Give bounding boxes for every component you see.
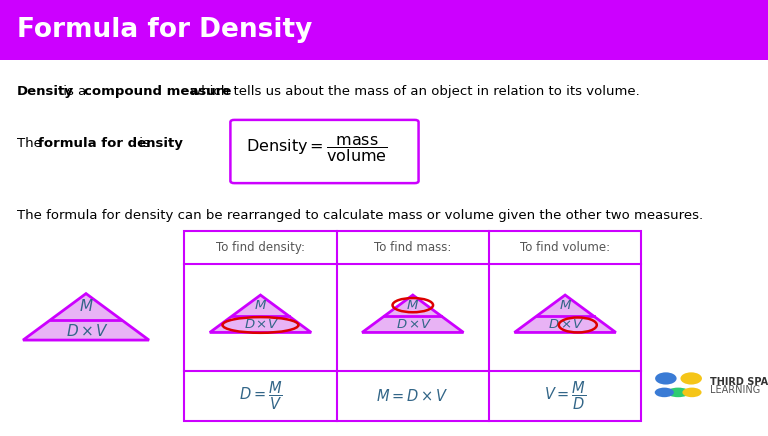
FancyBboxPatch shape: [230, 120, 419, 183]
Text: which tells us about the mass of an object in relation to its volume.: which tells us about the mass of an obje…: [186, 85, 640, 98]
Ellipse shape: [682, 388, 702, 397]
Text: is a: is a: [59, 85, 91, 98]
Circle shape: [655, 372, 677, 385]
Text: $D$: $D$: [548, 318, 560, 331]
Text: To find mass:: To find mass:: [374, 241, 452, 254]
Ellipse shape: [654, 388, 674, 397]
Text: $M = D \times V$: $M = D \times V$: [376, 388, 449, 404]
Text: $\times$: $\times$: [255, 318, 266, 331]
Text: $D$: $D$: [65, 323, 78, 339]
Text: $\times$: $\times$: [408, 318, 419, 331]
FancyBboxPatch shape: [184, 231, 641, 421]
Text: formula for density: formula for density: [38, 137, 184, 150]
Text: $D = \dfrac{M}{V}$: $D = \dfrac{M}{V}$: [239, 379, 283, 412]
Ellipse shape: [667, 388, 690, 397]
Text: $M$: $M$: [558, 299, 571, 312]
Text: LEARNING: LEARNING: [710, 385, 760, 395]
Text: $V$: $V$: [267, 318, 279, 331]
Text: compound measure: compound measure: [84, 85, 232, 98]
Circle shape: [680, 372, 702, 385]
Text: The formula for density can be rearranged to calculate mass or volume given the : The formula for density can be rearrange…: [17, 209, 703, 222]
Text: is: is: [135, 137, 150, 150]
Polygon shape: [23, 293, 149, 340]
Text: To find volume:: To find volume:: [520, 241, 611, 254]
Text: THIRD SPACE: THIRD SPACE: [710, 377, 768, 386]
Text: To find density:: To find density:: [216, 241, 305, 254]
Text: The: The: [17, 137, 46, 150]
Text: $V$: $V$: [572, 318, 584, 331]
Polygon shape: [362, 295, 463, 333]
Text: $M$: $M$: [254, 299, 267, 312]
Polygon shape: [210, 295, 311, 333]
Text: Density: Density: [17, 85, 74, 98]
Text: $\times$: $\times$: [560, 318, 571, 331]
Text: $M$: $M$: [78, 298, 94, 314]
Text: $V = \dfrac{M}{D}$: $V = \dfrac{M}{D}$: [544, 379, 587, 412]
Text: $D$: $D$: [396, 318, 408, 331]
Text: Formula for Density: Formula for Density: [17, 17, 313, 43]
Text: $\mathregular{Density} = \dfrac{\mathregular{mass}}{\mathregular{volume}}$: $\mathregular{Density} = \dfrac{\mathreg…: [246, 134, 388, 164]
Text: $V$: $V$: [95, 323, 108, 339]
FancyBboxPatch shape: [0, 0, 768, 60]
Text: $M$: $M$: [406, 299, 419, 312]
Polygon shape: [515, 295, 616, 333]
Text: $V$: $V$: [419, 318, 432, 331]
Text: $D$: $D$: [243, 318, 255, 331]
Text: $\times$: $\times$: [81, 323, 93, 338]
